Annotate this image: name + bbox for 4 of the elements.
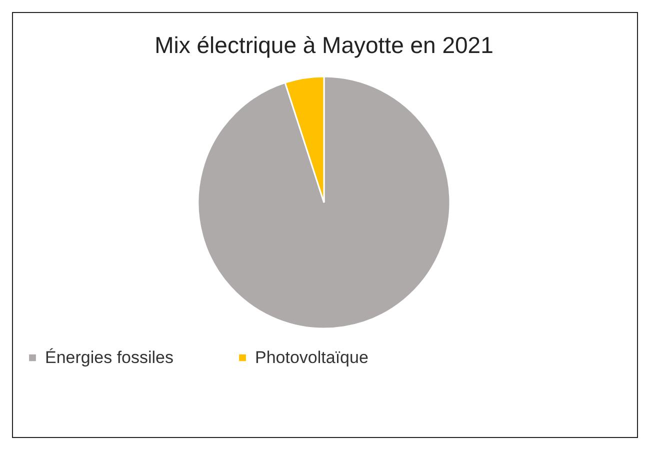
legend-label: Photovoltaïque <box>255 348 368 367</box>
chart-title: Mix électrique à Mayotte en 2021 <box>154 32 494 58</box>
pie-slice <box>197 76 451 330</box>
legend-label: Énergies fossiles <box>45 348 174 367</box>
